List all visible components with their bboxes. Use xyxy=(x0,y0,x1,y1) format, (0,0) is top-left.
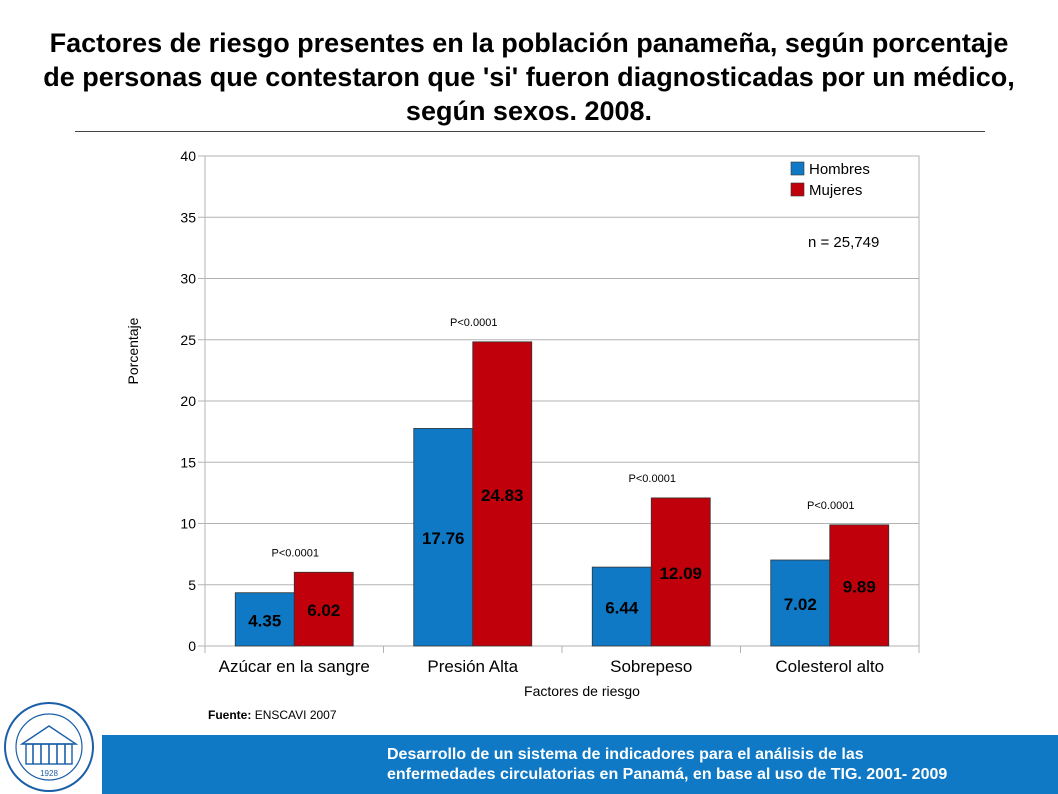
p-value-annotation: P<0.0001 xyxy=(807,500,854,512)
bar-hombres xyxy=(234,592,295,647)
y-tick-label: 5 xyxy=(188,577,196,593)
p-value-annotation: P<0.0001 xyxy=(272,547,319,559)
footer-banner: Desarrollo de un sistema de indicadores … xyxy=(102,735,1058,794)
p-value-annotation: P<0.0001 xyxy=(450,317,497,329)
bar-mujeres xyxy=(829,524,890,647)
y-tick-label: 40 xyxy=(180,148,196,164)
y-axis-label: Porcentaje xyxy=(125,317,141,384)
x-tick-label: Colesterol alto xyxy=(775,657,884,676)
bar-hombres xyxy=(413,428,474,647)
y-tick-label: 0 xyxy=(188,638,196,654)
legend-swatch-mujeres xyxy=(790,182,805,197)
bar-mujeres xyxy=(472,341,533,647)
y-tick-label: 35 xyxy=(180,209,196,225)
y-tick-label: 30 xyxy=(180,271,196,287)
title-divider xyxy=(75,131,985,132)
sample-size-annotation: n = 25,749 xyxy=(808,234,879,251)
source-label: Fuente: xyxy=(208,708,252,722)
x-tick-label: Presión Alta xyxy=(427,657,518,676)
y-tick-label: 20 xyxy=(180,393,196,409)
footer-line-1: Desarrollo de un sistema de indicadores … xyxy=(387,746,864,763)
data-label: 6.02 xyxy=(307,601,340,620)
y-tick-label: 25 xyxy=(180,332,196,348)
p-value-annotation: P<0.0001 xyxy=(629,473,676,485)
footer-text: Desarrollo de un sistema de indicadores … xyxy=(387,745,1052,785)
institute-seal-icon: 1928 xyxy=(4,702,94,792)
x-tick-label: Sobrepeso xyxy=(610,657,692,676)
legend-label-hombres: Hombres xyxy=(809,161,870,178)
bar-hombres xyxy=(770,559,831,647)
data-label: 12.09 xyxy=(659,564,702,583)
data-label: 6.44 xyxy=(605,599,639,618)
x-axis-label: Factores de riesgo xyxy=(524,683,640,699)
data-label: 24.83 xyxy=(481,486,524,505)
source-value: ENSCAVI 2007 xyxy=(254,708,337,722)
bar-mujeres xyxy=(293,571,354,647)
bar-mujeres xyxy=(650,497,711,647)
data-label: 9.89 xyxy=(843,577,876,596)
data-label: 4.35 xyxy=(248,611,281,630)
legend-swatch-hombres xyxy=(790,161,805,176)
legend-label-mujeres: Mujeres xyxy=(809,182,862,199)
source-note: Fuente: ENSCAVI 2007 xyxy=(208,708,337,722)
footer-line-2: enfermedades circulatorias en Panamá, en… xyxy=(387,766,948,783)
data-label: 17.76 xyxy=(422,529,465,548)
bar-chart: 0 5 10 15 20 25 30 35 40 4.35 6.02 P<0.0001 Azúcar e… xyxy=(125,148,920,699)
slide-title: Factores de riesgo presentes en la pobla… xyxy=(43,28,1015,126)
bar-hombres xyxy=(591,566,652,647)
x-tick-label: Azúcar en la sangre xyxy=(219,657,370,676)
y-tick-label: 10 xyxy=(180,516,196,532)
y-tick-label: 15 xyxy=(180,454,196,470)
data-label: 7.02 xyxy=(784,595,817,614)
seal-year: 1928 xyxy=(40,769,58,778)
